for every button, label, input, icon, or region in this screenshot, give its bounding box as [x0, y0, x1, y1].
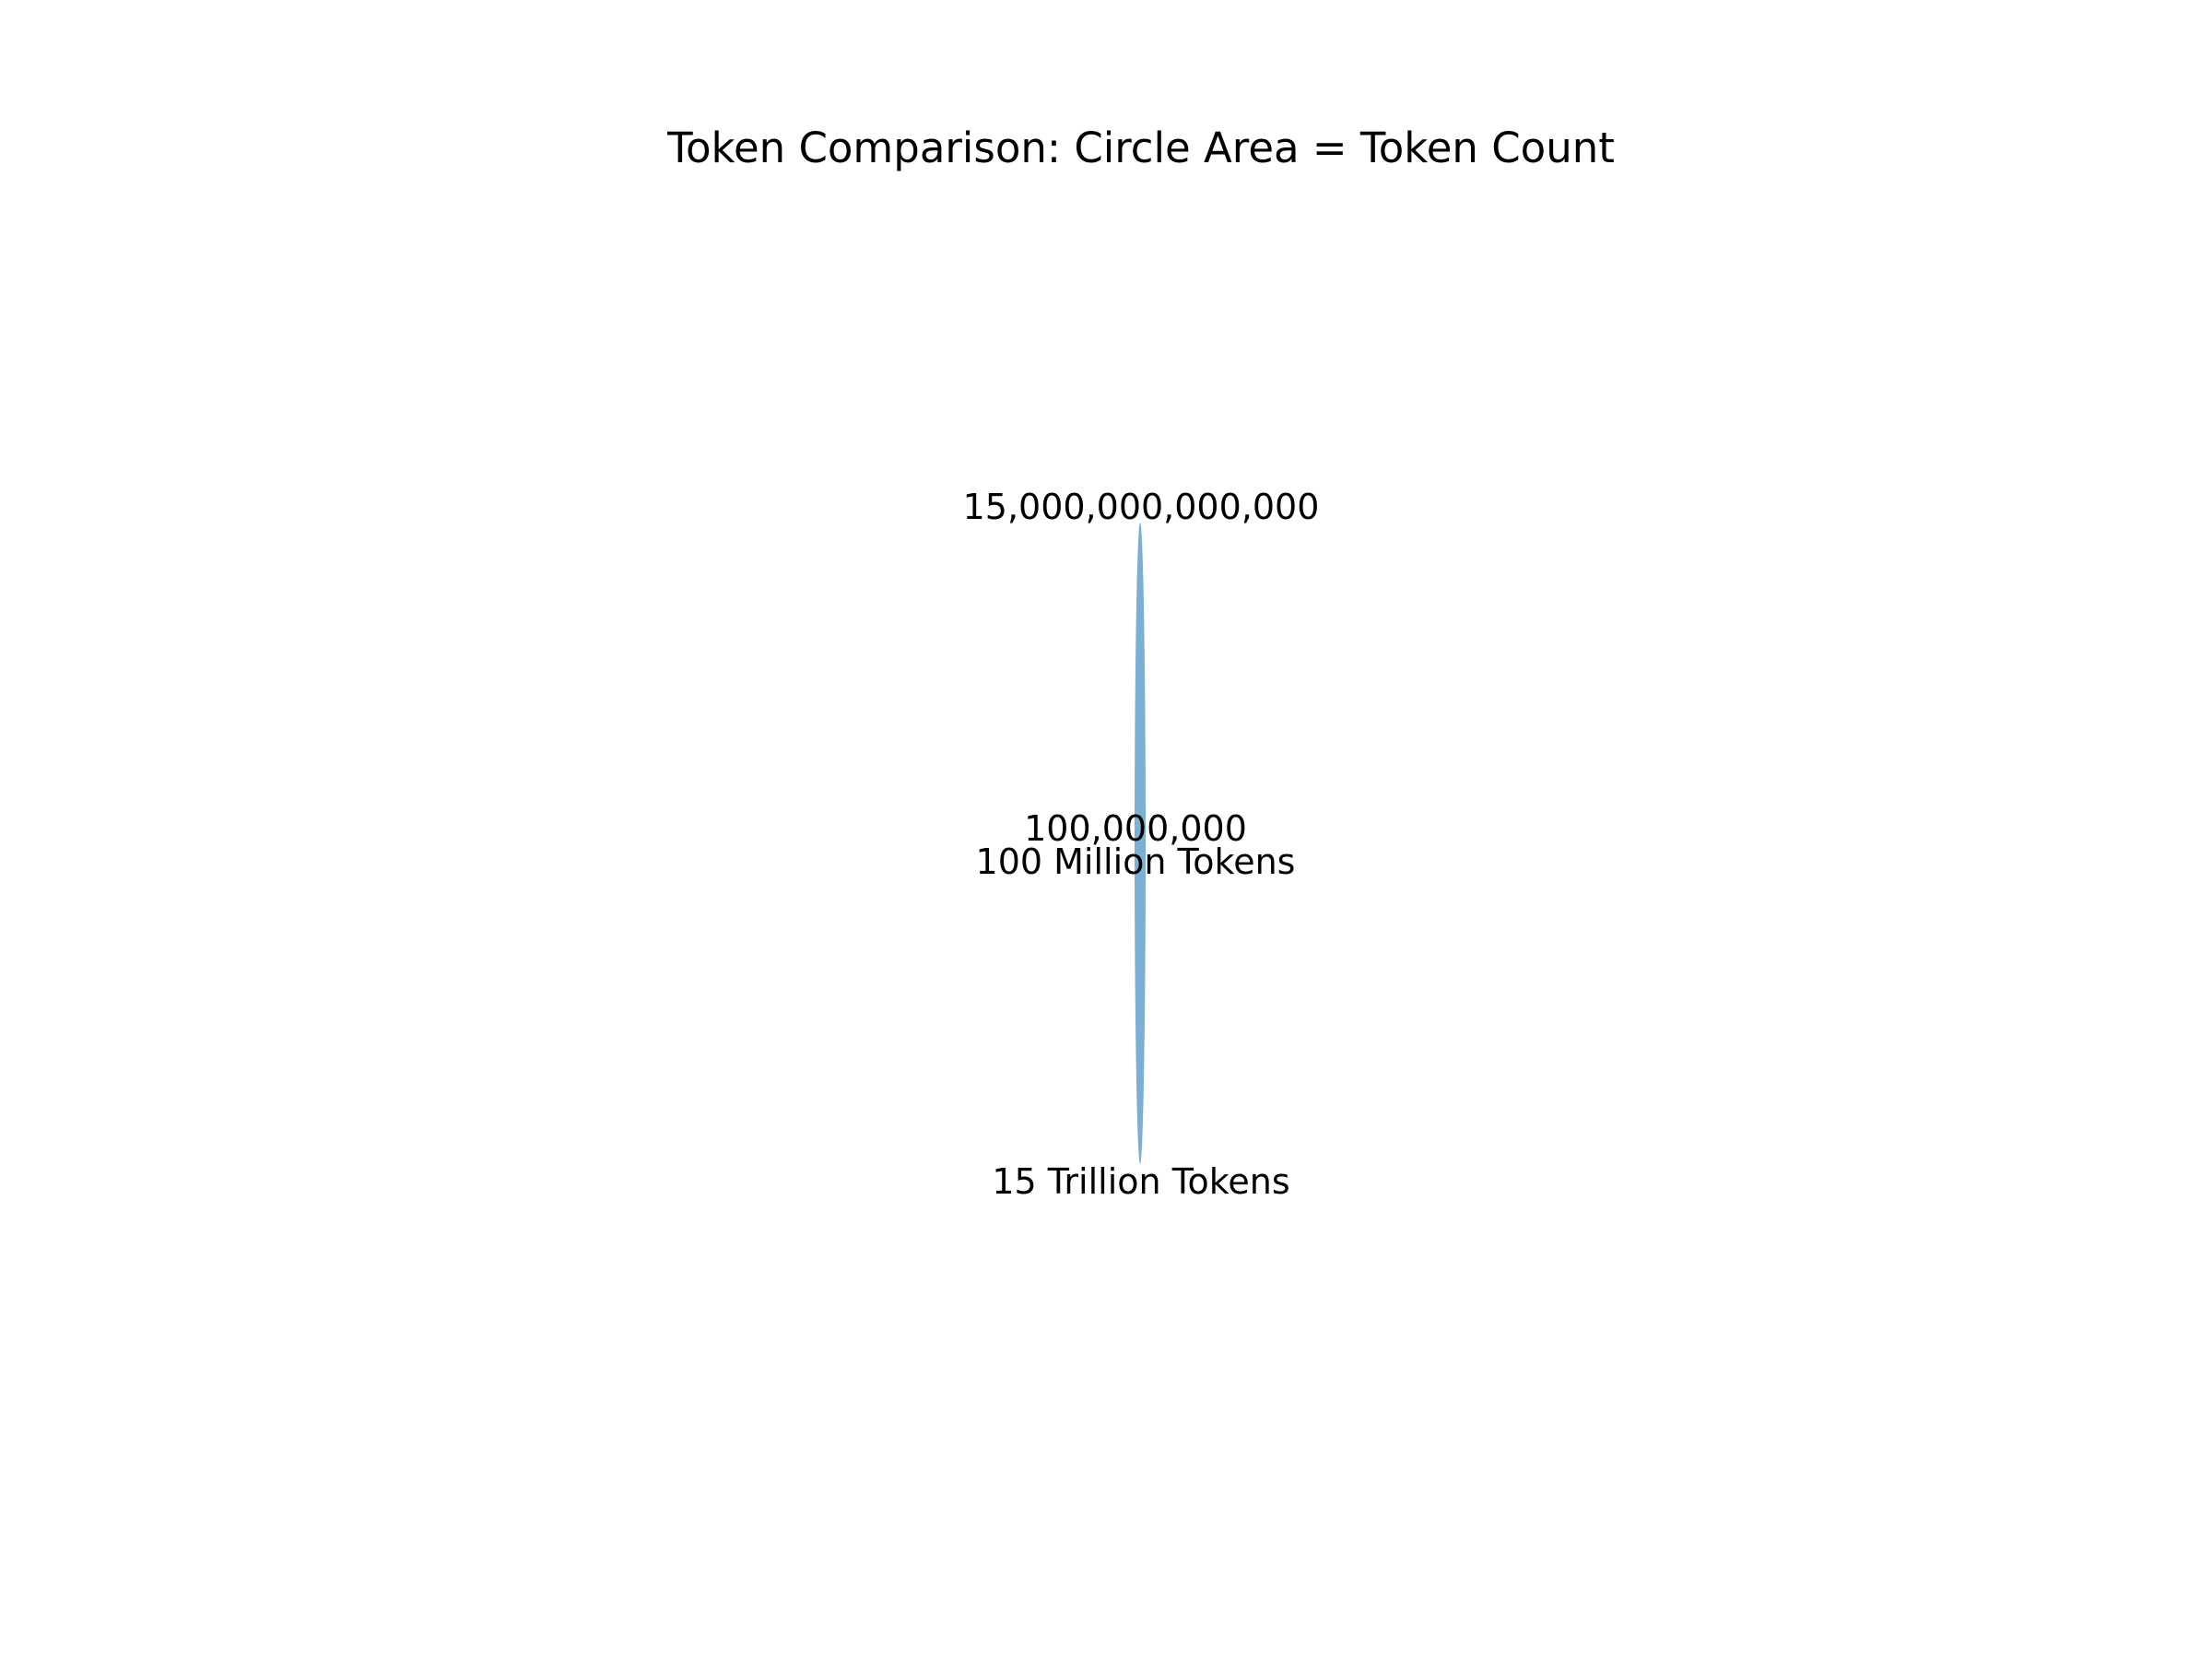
series-label-large: 15 Trillion Tokens: [992, 1161, 1289, 1202]
value-label-large: 15,000,000,000,000: [963, 487, 1320, 527]
chart-marks: 15,000,000,000,000 15 Trillion Tokens 100,…: [963, 487, 1320, 1202]
series-label-small: 100 Million Tokens: [976, 841, 1296, 882]
chart-title: Token Comparison: Circle Area = Token Co…: [666, 124, 1615, 172]
value-label-small: 100,000,000: [1024, 808, 1247, 849]
